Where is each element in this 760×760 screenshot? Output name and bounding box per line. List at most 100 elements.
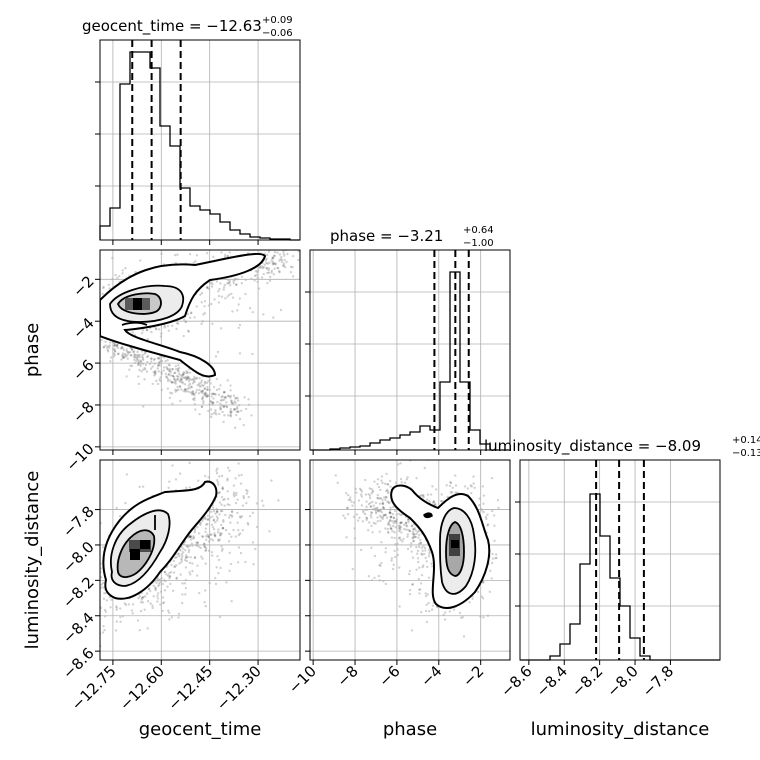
sample-point	[210, 285, 214, 288]
sample-point	[205, 251, 209, 255]
sample-point	[273, 254, 277, 258]
sample-point	[225, 581, 228, 584]
sample-point	[158, 378, 161, 381]
sample-point	[251, 352, 254, 356]
sample-point	[167, 363, 171, 367]
sample-point	[492, 514, 496, 517]
sample-point	[195, 305, 198, 308]
sample-point	[405, 528, 408, 531]
sample-point	[121, 269, 125, 272]
sample-point	[400, 521, 403, 524]
tick-label-x: −12.30	[213, 662, 265, 714]
sample-point	[268, 530, 271, 533]
sample-point	[252, 563, 255, 566]
sample-point	[232, 528, 235, 532]
sample-point	[125, 354, 128, 358]
sample-point	[397, 537, 401, 540]
sample-point	[217, 538, 220, 542]
sample-point	[350, 500, 353, 503]
sample-point	[174, 371, 177, 375]
sample-point	[240, 282, 244, 285]
sample-point	[398, 525, 402, 528]
sample-point	[196, 564, 199, 567]
sample-point	[226, 254, 230, 258]
sample-point	[102, 546, 105, 549]
sample-point	[203, 515, 207, 519]
ylabel-luminosity-distance: luminosity_distance	[22, 471, 43, 650]
sample-point	[128, 368, 131, 371]
sample-point	[197, 545, 200, 548]
sample-point	[371, 490, 374, 494]
sample-point	[177, 375, 180, 379]
sample-point	[391, 512, 395, 516]
sample-point	[198, 384, 201, 387]
sample-point	[482, 494, 486, 497]
sample-point	[398, 566, 401, 569]
sample-point	[273, 250, 277, 254]
contour-outer-geocent-phase	[100, 252, 267, 378]
sample-point	[379, 564, 382, 568]
tick-label-y: −4	[69, 314, 97, 342]
sample-point	[139, 600, 143, 604]
sample-point	[220, 474, 224, 478]
sample-point	[382, 513, 385, 517]
sample-point	[188, 486, 192, 489]
sample-point	[163, 589, 167, 592]
sample-point	[137, 596, 140, 600]
sample-point	[203, 300, 207, 303]
sample-point	[385, 496, 388, 499]
sample-point	[109, 356, 113, 359]
sample-point	[240, 515, 244, 518]
sample-point	[137, 358, 140, 362]
sample-point	[368, 494, 372, 497]
sample-point	[272, 263, 276, 266]
sample-point	[228, 503, 231, 507]
sample-point	[291, 265, 294, 269]
sample-point	[210, 281, 213, 284]
sample-point	[386, 523, 390, 526]
sample-point	[428, 552, 431, 555]
sample-point	[229, 412, 233, 415]
sample-point	[156, 594, 159, 598]
sample-point	[418, 566, 421, 569]
sample-point	[374, 522, 377, 525]
sample-point	[424, 556, 427, 560]
sample-point	[247, 495, 250, 499]
sample-point	[92, 536, 94, 538]
sample-point	[94, 309, 96, 311]
sample-point	[227, 414, 230, 417]
sample-point	[392, 516, 395, 519]
sample-point	[449, 480, 452, 484]
sample-point	[427, 601, 430, 605]
sample-point	[201, 389, 205, 392]
sample-point	[78, 304, 80, 306]
sample-point	[398, 522, 402, 525]
sample-point	[187, 329, 190, 332]
sample-point	[386, 500, 389, 503]
sample-point	[157, 328, 161, 331]
sample-point	[482, 510, 485, 514]
sample-point	[185, 556, 188, 559]
sample-point	[230, 599, 233, 603]
sample-point	[236, 407, 239, 410]
sample-point	[200, 322, 203, 326]
sample-point	[251, 310, 254, 314]
sample-point	[278, 235, 280, 237]
sample-point	[409, 545, 413, 548]
sample-point	[195, 574, 199, 577]
sample-point	[133, 353, 136, 356]
sample-point	[387, 501, 390, 504]
sample-point	[482, 581, 485, 584]
sample-point	[146, 600, 150, 603]
sample-point	[152, 371, 155, 374]
sample-point	[211, 526, 215, 529]
sample-point	[399, 462, 402, 465]
grid	[95, 40, 300, 245]
sample-point	[96, 612, 98, 614]
sample-point	[94, 333, 96, 335]
sample-point	[371, 531, 374, 534]
sample-point	[104, 610, 108, 613]
sample-point	[393, 549, 396, 553]
sample-point	[123, 602, 127, 605]
sample-point	[231, 296, 235, 299]
